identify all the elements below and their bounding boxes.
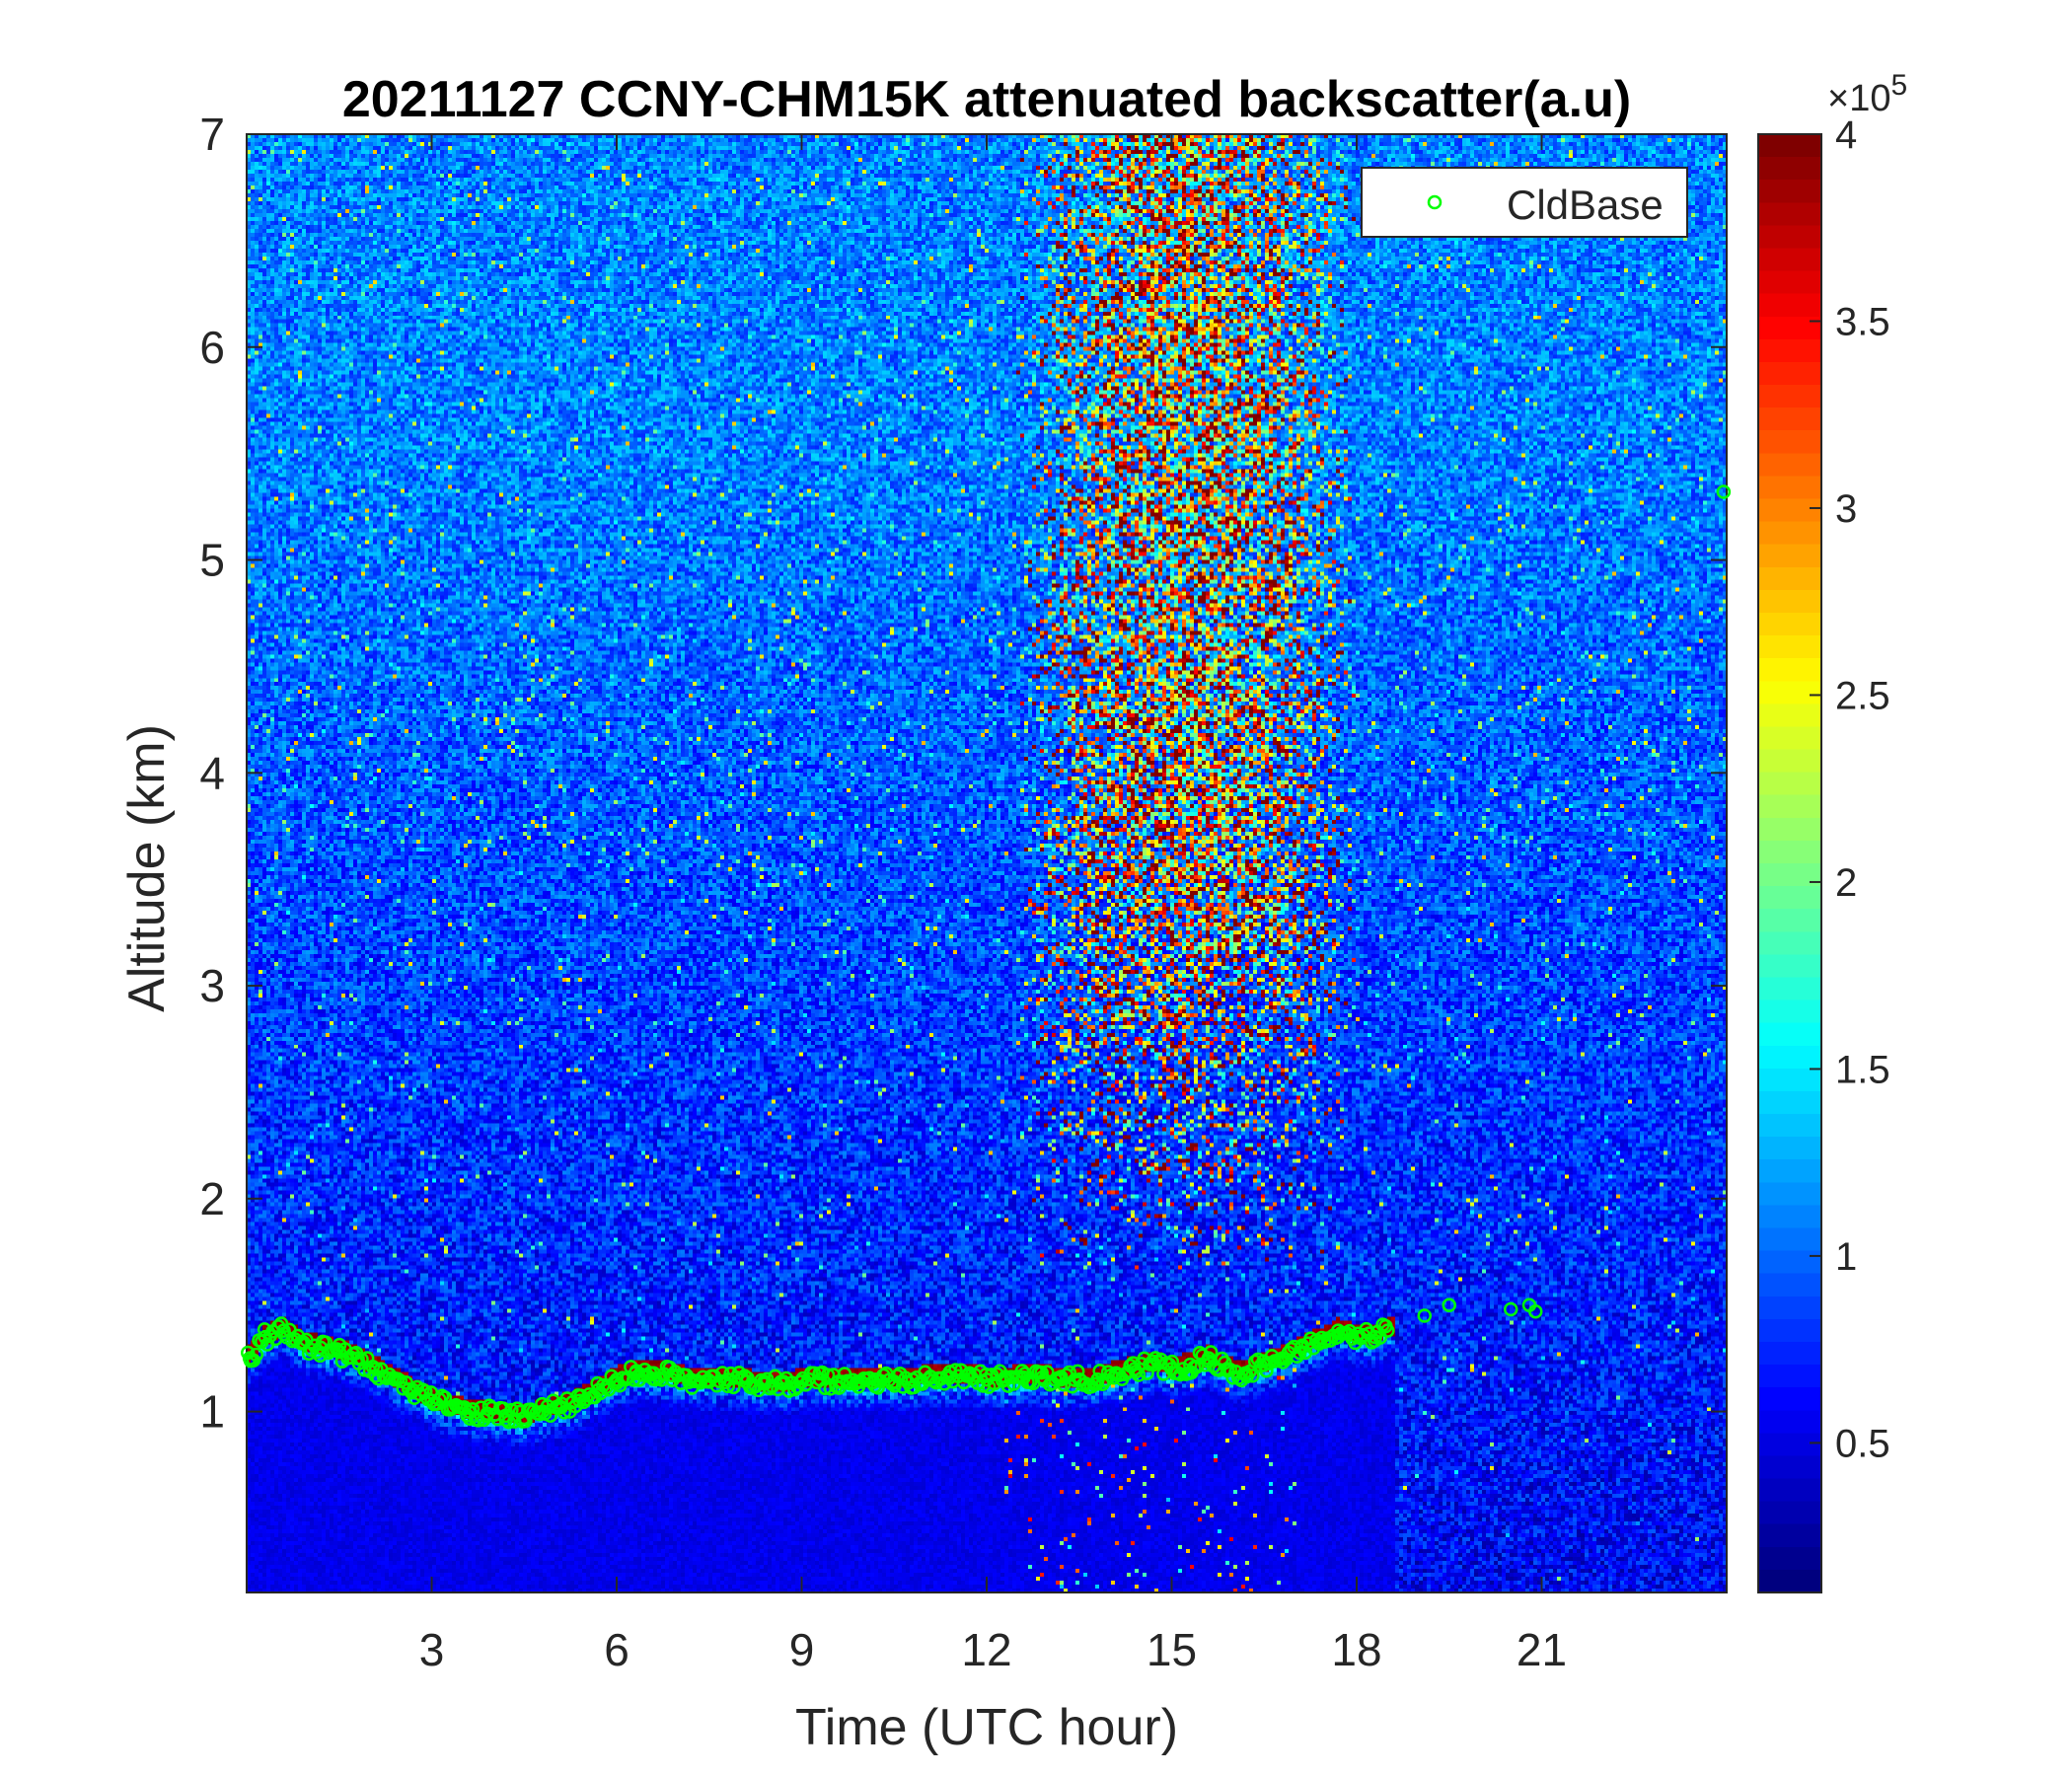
colorbar-tick-label: 4: [1835, 113, 1857, 157]
cldbase-point: [887, 1378, 902, 1393]
cldbase-point: [1716, 484, 1732, 499]
colorbar-tick-label: 2: [1835, 861, 1857, 905]
legend-box: [1361, 167, 1688, 238]
cldbase-point: [1378, 1318, 1393, 1334]
y-tick-label: 3: [199, 960, 225, 1011]
svg-text:×105: ×105: [1827, 69, 1907, 119]
cldbase-point: [1203, 1345, 1219, 1360]
cldbase-point: [1003, 1369, 1018, 1384]
cldbase-point: [1342, 1323, 1358, 1339]
y-tick-label: 7: [199, 109, 225, 160]
cldbase-series: [241, 484, 1732, 1430]
x-tick-label: 21: [1517, 1624, 1567, 1675]
colorbar-tick-label: 3: [1835, 487, 1857, 531]
cldbase-point: [1140, 1366, 1154, 1380]
cldbase-point: [313, 1348, 328, 1364]
y-tick-label: 4: [199, 747, 225, 798]
colorbar-tick-label: 1.5: [1835, 1048, 1890, 1091]
x-axis-ticks: 3 6 9 12 15 18 21: [419, 134, 1567, 1675]
cldbase-point: [987, 1376, 1002, 1391]
cldbase-point: [1089, 1376, 1105, 1391]
y-tick-label: 6: [199, 322, 225, 373]
colorbar-tick-label: 3.5: [1835, 300, 1890, 343]
cldbase-point: [249, 1347, 263, 1363]
y-axis-label: Altitude (km): [118, 724, 176, 1012]
y-tick-label: 1: [199, 1386, 225, 1438]
cldbase-point: [457, 1400, 472, 1415]
cldbase-point: [418, 1383, 433, 1399]
legend-marker-icon: [1427, 194, 1443, 210]
legend-entry-label: CldBase: [1507, 182, 1664, 228]
cldbase-point: [1292, 1345, 1307, 1361]
colorbar-border: [1757, 133, 1822, 1593]
cldbase-point: [1504, 1301, 1518, 1317]
cldbase-point: [806, 1366, 822, 1380]
cldbase-point: [1014, 1364, 1030, 1378]
x-axis-label: Time (UTC hour): [795, 1699, 1178, 1756]
cldbase-point: [840, 1373, 854, 1389]
x-tick-label: 6: [604, 1624, 629, 1675]
colorbar-exponent-power: 5: [1890, 69, 1907, 102]
cldbase-point: [1034, 1366, 1049, 1380]
cldbase-point: [936, 1376, 952, 1391]
colorbar-gradient: [1758, 134, 1821, 1592]
y-axis-ticks: 1 2 3 4 5 6 7: [199, 109, 1727, 1438]
cldbase-point: [726, 1379, 741, 1395]
cldbase-point: [1189, 1359, 1205, 1374]
cldbase-point: [465, 1402, 481, 1417]
chart-title: 20211127 CCNY-CHM15K attenuated backscat…: [342, 71, 1631, 128]
x-tick-label: 9: [789, 1624, 815, 1675]
y-tick-label: 5: [199, 535, 225, 586]
legend: CldBase: [1361, 167, 1688, 238]
colorbar-exponent-base: ×10: [1827, 78, 1890, 119]
cldbase-point: [365, 1360, 381, 1374]
colorbar-ticks: 0.5 1 1.5 2 2.5 3 3.5 4: [1810, 113, 1890, 1465]
cldbase-point: [1070, 1364, 1085, 1379]
cldbase-point: [870, 1380, 885, 1395]
cldbase-point: [737, 1369, 752, 1383]
cldbase-point: [1417, 1308, 1432, 1323]
x-tick-label: 12: [961, 1624, 1011, 1675]
x-tick-label: 15: [1147, 1624, 1197, 1675]
cldbase-point: [1245, 1369, 1260, 1383]
backscatter-heatmap: [247, 134, 1727, 1592]
colorbar-tick-label: 1: [1835, 1235, 1857, 1279]
colorbar-exponent: ×105: [1827, 69, 1907, 119]
cldbase-point: [1372, 1330, 1387, 1345]
cldbase-point: [720, 1378, 736, 1394]
cldbase-point: [1442, 1297, 1456, 1312]
cldbase-point: [670, 1368, 686, 1383]
x-tick-label: 3: [419, 1624, 445, 1675]
y-tick-label: 2: [199, 1173, 225, 1224]
cldbase-point: [984, 1368, 999, 1382]
cldbase-point: [820, 1368, 836, 1382]
cldbase-point: [1145, 1354, 1160, 1369]
cldbase-point: [1528, 1303, 1543, 1319]
x-tick-label: 18: [1331, 1624, 1381, 1675]
cldbase-point: [463, 1411, 478, 1427]
cldbase-point: [1259, 1364, 1274, 1378]
cldbase-point: [714, 1366, 730, 1380]
cldbase-point: [556, 1405, 572, 1420]
colorbar-tick-label: 0.5: [1835, 1422, 1890, 1465]
colorbar-tick-label: 2.5: [1835, 674, 1890, 717]
cldbase-point: [890, 1369, 905, 1383]
